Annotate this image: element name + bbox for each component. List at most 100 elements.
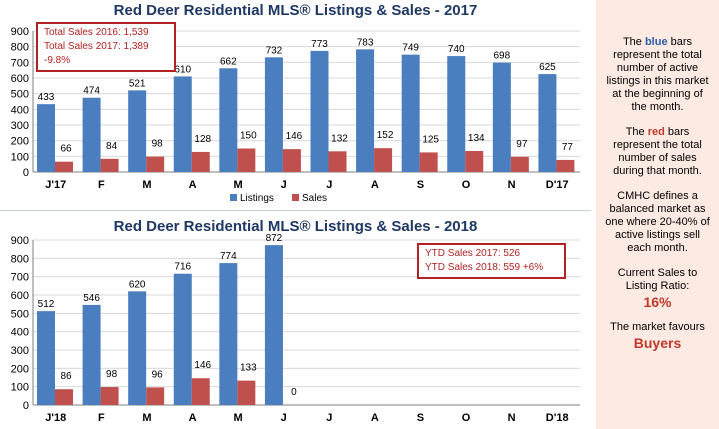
y-tick-label: 800 [11,253,29,265]
x-tick-label: A [371,412,379,424]
explanation-sidebar: The blue bars represent the total number… [596,0,719,429]
listings-bar [128,90,147,172]
y-tick-label: 400 [11,327,29,339]
sales-bar [191,378,210,405]
red-word: red [647,126,665,138]
y-tick-label: 600 [11,73,29,85]
legend-swatch-listings [230,194,237,201]
listings-bar [82,97,101,172]
sales-bar [146,156,165,172]
sales-bar [237,380,256,405]
chart-title-2017: Red Deer Residential MLS® Listings & Sal… [113,2,478,19]
listings-bar [447,56,466,172]
x-tick-label: J [326,412,332,424]
x-tick-label: J'18 [45,412,66,424]
y-tick-label: 200 [11,363,29,375]
listings-value-label: 546 [83,293,100,304]
x-tick-label: J'17 [45,179,66,191]
sales-bar [55,389,73,405]
x-tick-label: D'17 [546,179,569,191]
listings-value-label: 610 [174,64,191,75]
y-tick-label: 500 [11,308,29,320]
listings-bar [538,74,557,172]
y-tick-label: 400 [11,104,29,116]
sales-bar [100,158,119,172]
sales-bar [465,151,484,172]
listings-bar [492,62,511,172]
listings-value-label: 521 [129,78,146,89]
ratio-value: 16% [643,294,672,310]
sales-value-label: 86 [60,371,72,382]
x-tick-label: A [189,412,197,424]
y-tick-label: 900 [11,235,29,247]
listings-bar [173,76,192,172]
y-tick-label: 100 [11,151,29,163]
y-tick-label: 300 [11,345,29,357]
listings-bar [173,273,192,405]
y-tick-label: 0 [23,167,29,179]
listings-value-label: 872 [266,233,283,244]
x-tick-label: M [142,412,151,424]
listings-value-label: 512 [38,299,55,310]
x-tick-label: M [142,179,151,191]
sales-value-label: 133 [240,363,257,374]
y-tick-label: 100 [11,382,29,394]
sales-value-label: 128 [194,134,211,145]
sales-value-label: 150 [240,131,257,142]
y-tick-label: 900 [11,26,29,38]
x-tick-label: A [371,179,379,191]
sales-value-label: 96 [152,369,164,380]
listings-value-label: 474 [83,86,100,97]
sales-value-label: 66 [60,144,72,155]
y-tick-label: 500 [11,89,29,101]
bar-chart-2018: 0 100 200 300 400 500 600 700 800 900 512 86 J'18 546… [11,233,580,424]
listings-value-label: 620 [129,279,146,290]
sales-bar [328,151,347,172]
listings-bar [219,263,238,405]
blue-word: blue [644,36,668,48]
sales-value-label: 84 [106,141,118,152]
y-tick-label: 700 [11,57,29,69]
listings-value-label: 732 [266,45,283,56]
sales-value-label: 132 [331,133,348,144]
annotation-box-2017: Total Sales 2016: 1,539 Total Sales 2017… [36,22,176,72]
listings-bar [356,49,375,172]
listings-value-label: 783 [357,37,374,48]
x-tick-label: A [189,179,197,191]
listings-value-label: 773 [311,39,328,50]
x-tick-label: N [508,179,516,191]
listings-bar [37,104,55,172]
sidebar-red-text: The red bars represent the total number … [613,126,702,177]
listings-value-label: 749 [402,43,419,54]
listings-bar [264,57,283,172]
listings-value-label: 433 [38,92,55,103]
chart-panel-2018: Red Deer Residential MLS® Listings & Sal… [0,211,591,429]
listings-bar [219,68,238,172]
listings-bar [264,245,283,405]
sales-value-label: 98 [106,369,118,380]
x-tick-label: F [98,412,105,424]
x-tick-label: O [462,179,471,191]
sales-bar [419,152,438,172]
chart-title-2018: Red Deer Residential MLS® Listings & Sal… [113,218,478,235]
legend-label-listings: Listings [240,193,274,204]
annotation-line: Total Sales 2017: 1,389 -9.8% [44,41,149,66]
x-tick-label: J [281,412,287,424]
sales-bar [556,159,575,172]
sales-value-label: 97 [516,139,528,150]
x-tick-label: F [98,179,105,191]
listings-value-label: 625 [539,62,556,73]
annotation-box-2018: YTD Sales 2017: 526 YTD Sales 2018: 559 … [417,243,566,279]
legend-label-sales: Sales [302,193,327,204]
listings-bar [82,304,101,405]
legend-swatch-sales [292,194,299,201]
sales-bar [374,148,393,172]
sales-bar [146,387,165,405]
listings-value-label: 774 [220,251,237,262]
x-tick-label: N [508,412,516,424]
listings-bar [37,311,55,405]
sidebar-ratio: Current Sales to Listing Ratio: 16% [605,267,710,309]
ratio-label: Current Sales to Listing Ratio: [617,267,698,292]
y-tick-label: 700 [11,272,29,284]
x-tick-label: J [326,179,332,191]
